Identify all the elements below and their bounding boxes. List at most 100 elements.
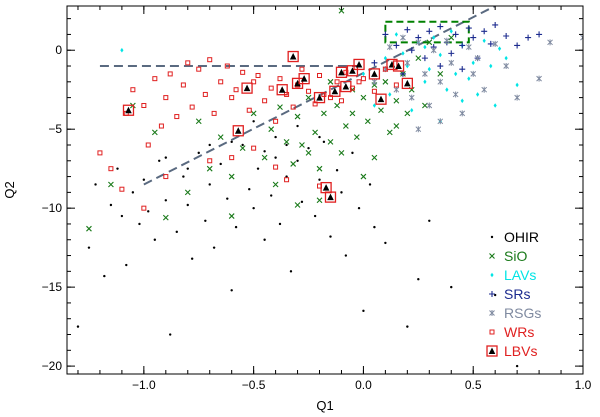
data-point-srs — [536, 31, 543, 38]
data-point-ohir — [278, 222, 282, 226]
data-point-srs — [448, 50, 455, 57]
data-point-wrs — [189, 104, 195, 110]
series-ohir — [76, 120, 519, 368]
data-point-sio — [228, 213, 235, 219]
data-point-srs — [465, 25, 472, 32]
data-point-wrs — [218, 79, 224, 85]
data-point-sio — [162, 214, 169, 221]
data-point-lbvs — [335, 66, 348, 78]
data-point-sio — [334, 102, 340, 109]
data-point-wrs — [196, 66, 202, 72]
data-point-ohir — [450, 285, 453, 289]
data-point-wrs — [371, 88, 377, 94]
x-tick-label: 1.0 — [575, 378, 592, 392]
data-point-ohir — [116, 167, 119, 170]
data-point-ohir — [515, 364, 519, 368]
data-point-sio — [206, 165, 213, 172]
data-point-rsgs — [470, 70, 477, 77]
data-point-rsgs — [430, 47, 437, 54]
data-point-lavs — [405, 63, 409, 69]
data-point-wrs — [207, 158, 213, 164]
y-axis-title: Q2 — [2, 181, 17, 198]
data-point-ohir — [406, 325, 409, 328]
data-point-ohir — [252, 120, 255, 123]
legend-label-rsgs: RSGs — [504, 305, 541, 321]
data-point-rsgs — [415, 39, 422, 46]
data-point-wrs — [174, 114, 180, 120]
data-point-rsgs — [492, 40, 499, 47]
axis-ticks: −1.0 −0.5 0.0 0.5 1.0 0 −5 −10 −15 −20 — [42, 6, 592, 392]
legend: OHIR SiO LAVs SRs RSGs WRs LBVs — [486, 229, 541, 359]
data-point-sio — [239, 145, 246, 152]
series-wrs — [97, 57, 399, 211]
data-point-srs — [382, 31, 389, 38]
data-point-lavs — [383, 55, 387, 61]
data-point-rsgs — [481, 86, 488, 93]
x-axis-title: Q1 — [316, 398, 333, 413]
data-point-lbvs — [276, 84, 288, 96]
data-point-sio — [217, 134, 224, 140]
legend-label-wrs: WRs — [504, 324, 534, 340]
data-point-ohir — [357, 206, 361, 210]
data-point-rsgs — [448, 59, 455, 66]
data-point-ohir — [344, 254, 348, 257]
data-point-ohir — [208, 143, 211, 147]
data-point-sio — [294, 202, 301, 208]
data-point-srs — [470, 34, 477, 41]
data-point-srs — [371, 59, 378, 66]
data-point-wrs — [130, 87, 136, 93]
dashed-region-box — [384, 20, 470, 44]
data-point-ohir — [87, 246, 91, 249]
data-point-sio — [312, 129, 319, 136]
data-point-wrs — [97, 150, 103, 156]
data-point-lavs — [120, 47, 124, 53]
data-point-sio — [283, 138, 290, 145]
data-point-wrs — [167, 71, 173, 77]
series-rsgs — [371, 34, 583, 133]
data-point-lbvs — [346, 65, 359, 77]
data-point-wrs — [233, 87, 239, 93]
data-point-wrs — [356, 79, 362, 85]
data-point-wrs — [262, 98, 268, 104]
data-point-sio — [277, 104, 283, 110]
data-point-ohir — [289, 270, 293, 273]
data-point-ohir — [230, 289, 233, 292]
data-point-wrs — [273, 164, 279, 170]
data-point-srs — [487, 40, 494, 47]
data-point-sio — [338, 149, 345, 156]
data-point-ohir — [153, 238, 157, 241]
data-point-lavs — [427, 66, 431, 72]
legend-marker-rsgs — [489, 310, 495, 316]
data-point-ohir — [248, 188, 251, 191]
data-point-lbvs — [353, 58, 365, 71]
data-point-rsgs — [452, 91, 459, 98]
data-point-sio — [305, 94, 312, 101]
data-point-rsgs — [404, 59, 411, 66]
data-point-ohir — [417, 278, 420, 281]
data-point-lbvs — [241, 82, 253, 94]
data-point-lavs — [504, 55, 508, 61]
data-points-layer — [76, 7, 583, 368]
x-tick-label: 0.5 — [465, 378, 482, 392]
data-point-ohir — [103, 274, 106, 278]
data-point-wrs — [290, 104, 296, 110]
data-point-ohir — [307, 146, 310, 150]
data-point-wrs — [393, 82, 399, 88]
data-point-sio — [321, 110, 327, 117]
legend-marker-lavs — [490, 272, 494, 278]
data-point-ohir — [296, 124, 299, 128]
data-point-wrs — [141, 103, 147, 109]
data-point-srs — [399, 70, 406, 77]
data-point-wrs — [141, 205, 147, 211]
legend-marker-wrs — [489, 329, 495, 335]
data-point-ohir — [256, 167, 260, 170]
data-point-lavs — [401, 51, 405, 56]
legend-marker-srs — [489, 291, 495, 297]
data-point-sio — [393, 97, 400, 104]
data-point-ohir — [296, 159, 299, 162]
data-point-sio — [294, 113, 301, 120]
data-point-srs — [404, 26, 411, 33]
data-point-srs — [408, 47, 415, 54]
data-point-wrs — [246, 107, 252, 113]
